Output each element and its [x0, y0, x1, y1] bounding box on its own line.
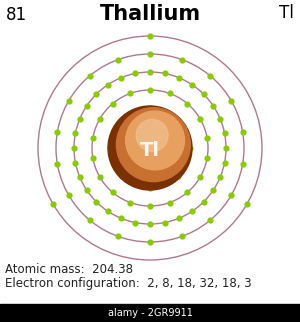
- Circle shape: [126, 111, 184, 170]
- Text: Thallium: Thallium: [99, 4, 201, 24]
- Text: alamy - 2GR9911: alamy - 2GR9911: [108, 308, 192, 318]
- Circle shape: [108, 106, 192, 190]
- Text: Tl: Tl: [279, 4, 294, 22]
- Text: Tl: Tl: [140, 140, 160, 159]
- Circle shape: [116, 108, 190, 182]
- Circle shape: [136, 119, 168, 151]
- Bar: [0, 304, 300, 322]
- Text: Electron configuration:  2, 8, 18, 32, 18, 3: Electron configuration: 2, 8, 18, 32, 18…: [5, 277, 252, 290]
- Text: 81: 81: [6, 6, 27, 24]
- Text: Atomic mass:  204.38: Atomic mass: 204.38: [5, 263, 133, 276]
